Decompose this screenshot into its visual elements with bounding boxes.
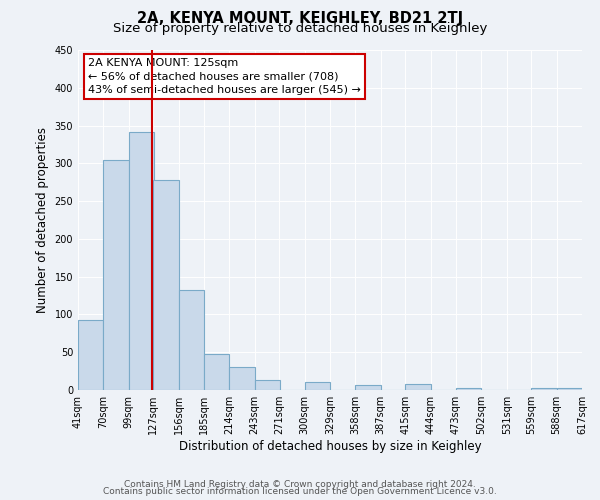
Text: Contains HM Land Registry data © Crown copyright and database right 2024.: Contains HM Land Registry data © Crown c… xyxy=(124,480,476,489)
X-axis label: Distribution of detached houses by size in Keighley: Distribution of detached houses by size … xyxy=(179,440,481,453)
Text: Contains public sector information licensed under the Open Government Licence v3: Contains public sector information licen… xyxy=(103,488,497,496)
Bar xyxy=(229,366,255,390)
Bar xyxy=(129,132,154,390)
Bar xyxy=(305,382,330,390)
Bar xyxy=(531,388,557,390)
Text: 2A KENYA MOUNT: 125sqm
← 56% of detached houses are smaller (708)
43% of semi-de: 2A KENYA MOUNT: 125sqm ← 56% of detached… xyxy=(88,58,361,95)
Bar xyxy=(405,384,431,390)
Text: 2A, KENYA MOUNT, KEIGHLEY, BD21 2TJ: 2A, KENYA MOUNT, KEIGHLEY, BD21 2TJ xyxy=(137,11,463,26)
Y-axis label: Number of detached properties: Number of detached properties xyxy=(36,127,49,313)
Text: Size of property relative to detached houses in Keighley: Size of property relative to detached ho… xyxy=(113,22,487,35)
Bar xyxy=(456,388,481,390)
Bar xyxy=(204,354,229,390)
Bar xyxy=(153,180,179,390)
Bar xyxy=(255,380,280,390)
Bar xyxy=(355,384,381,390)
Bar xyxy=(179,290,204,390)
Bar xyxy=(557,388,582,390)
Bar xyxy=(103,160,129,390)
Bar xyxy=(78,320,103,390)
